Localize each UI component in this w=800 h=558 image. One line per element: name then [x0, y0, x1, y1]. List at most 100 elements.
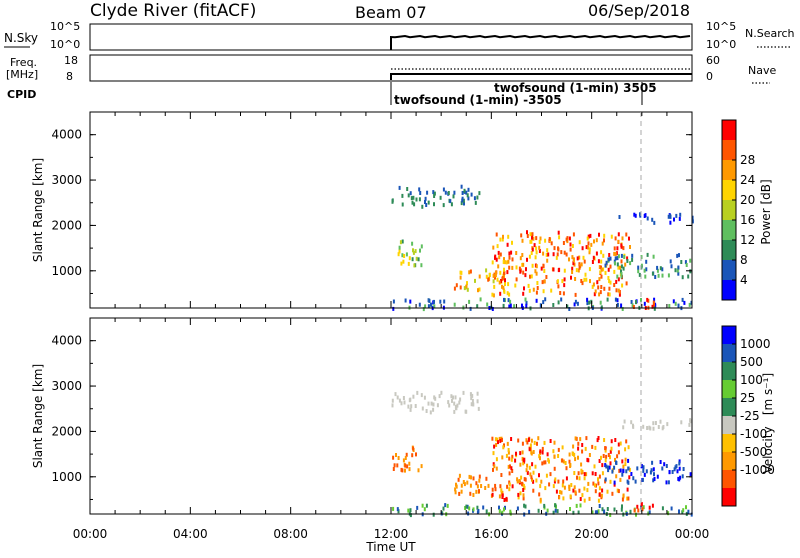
echo-cell — [571, 266, 574, 271]
echo-cell — [676, 469, 679, 474]
colorbar-segment — [722, 260, 736, 281]
echo-cell — [601, 488, 604, 493]
echo-cell — [433, 194, 436, 198]
echo-cell — [508, 482, 511, 487]
echo-cell — [620, 253, 623, 258]
echo-cell — [396, 395, 399, 400]
echo-cell — [678, 509, 680, 514]
echo-cell — [524, 504, 527, 509]
echo-cell — [411, 200, 414, 205]
echo-cell — [573, 485, 576, 490]
echo-cell — [402, 259, 405, 264]
echo-cell — [450, 202, 453, 207]
echo-cell — [398, 245, 401, 250]
echo-cell — [629, 509, 632, 514]
echo-cell — [574, 299, 577, 304]
freq-tick-top-right: 60 — [706, 54, 720, 67]
echo-cell — [577, 446, 580, 451]
echo-cell — [607, 257, 610, 262]
echo-cell — [682, 467, 685, 471]
echo-cell — [651, 503, 654, 508]
echo-cell — [416, 390, 419, 395]
echo-cell — [552, 267, 555, 272]
echo-cell — [630, 472, 633, 476]
echo-cell — [607, 267, 610, 272]
echo-cell — [525, 303, 528, 308]
echo-cell — [641, 507, 644, 512]
echo-cell — [645, 259, 648, 264]
echo-cell — [535, 290, 538, 295]
echo-cell — [453, 302, 456, 307]
echo-cell — [572, 258, 575, 263]
echo-cell — [642, 465, 645, 470]
echo-cell — [503, 267, 505, 272]
echo-cell — [688, 302, 691, 307]
echo-cell — [521, 303, 523, 308]
echo-cell — [607, 465, 609, 470]
velocity-data — [391, 390, 693, 518]
echo-cell — [485, 476, 488, 481]
echo-cell — [603, 438, 606, 442]
echo-cell — [472, 476, 475, 481]
echo-cell — [415, 256, 418, 261]
echo-cell — [495, 257, 498, 262]
echo-cell — [465, 190, 468, 195]
echo-cell — [531, 263, 534, 268]
colorbar-tick-label: 4 — [740, 273, 748, 287]
echo-cell — [519, 256, 522, 261]
echo-cell — [615, 474, 618, 479]
colorbar-segment — [722, 160, 736, 181]
echo-cell — [545, 473, 548, 478]
echo-cell — [675, 213, 678, 218]
echo-cell — [568, 236, 571, 241]
echo-cell — [480, 484, 483, 488]
echo-cell — [622, 246, 625, 251]
echo-cell — [691, 215, 694, 220]
echo-cell — [476, 195, 479, 200]
echo-cell — [455, 283, 458, 288]
echo-cell — [557, 230, 560, 235]
echo-cell — [552, 449, 555, 454]
echo-cell — [606, 297, 609, 302]
echo-cell — [558, 495, 561, 500]
echo-cell — [455, 484, 458, 489]
echo-cell — [651, 217, 654, 222]
echo-cell — [453, 286, 456, 291]
colorbar-tick-label: 500 — [740, 355, 763, 369]
echo-cell — [523, 503, 526, 508]
echo-cell — [404, 298, 407, 303]
echo-cell — [393, 463, 396, 468]
echo-cell — [525, 267, 527, 272]
echo-cell — [541, 280, 544, 285]
echo-cell — [515, 265, 518, 270]
echo-cell — [583, 259, 586, 264]
echo-cell — [636, 504, 639, 509]
echo-cell — [460, 489, 463, 494]
echo-cell — [565, 466, 568, 471]
echo-cell — [511, 484, 514, 489]
colorbar-tick-label: -25 — [740, 409, 760, 423]
echo-cell — [452, 194, 455, 199]
echo-cell — [595, 238, 598, 243]
freq-tick-bottom-right: 0 — [706, 70, 713, 83]
echo-cell — [499, 291, 502, 296]
colorbar-tick-label: -100 — [740, 427, 767, 441]
echo-cell — [599, 270, 602, 275]
echo-cell — [681, 297, 684, 302]
echo-cell — [586, 301, 589, 306]
echo-cell — [502, 260, 505, 264]
echo-cell — [535, 246, 538, 251]
echo-cell — [515, 451, 517, 456]
cpid-program-2: twofsound (1-min) 3505 — [494, 81, 657, 95]
echo-cell — [507, 259, 510, 264]
echo-cell — [539, 303, 542, 308]
echo-cell — [676, 253, 679, 258]
echo-cell — [676, 268, 679, 273]
echo-cell — [613, 482, 616, 487]
echo-cell — [665, 480, 668, 485]
echo-cell — [425, 203, 428, 207]
echo-cell — [581, 246, 584, 251]
echo-cell — [596, 280, 599, 285]
echo-cell — [568, 487, 571, 491]
echo-cell — [410, 404, 413, 409]
